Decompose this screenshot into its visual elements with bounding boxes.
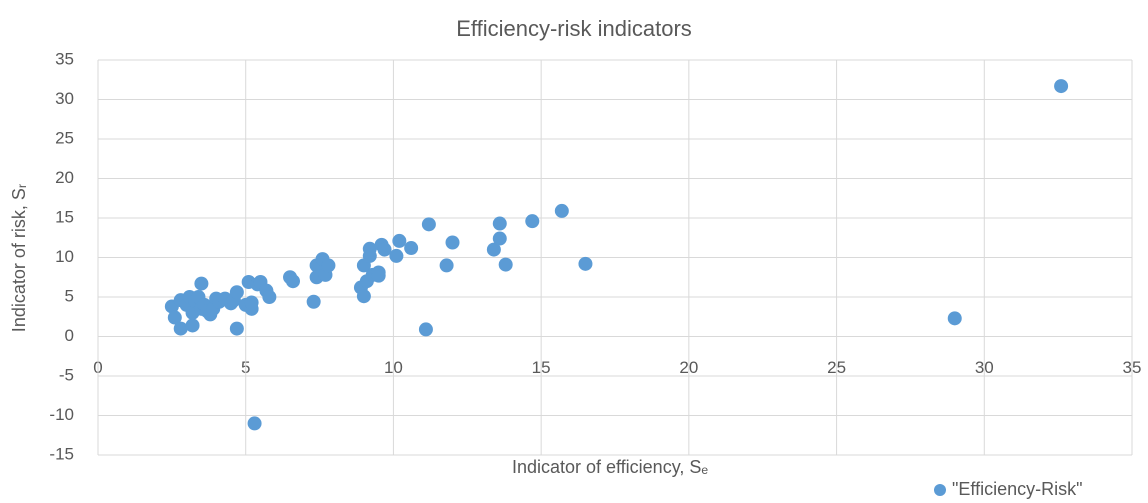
point [262, 290, 277, 304]
point [389, 248, 404, 263]
x-axis-title: Indicator of efficiency, Sₑ [512, 457, 708, 477]
point [356, 289, 371, 304]
point [947, 311, 962, 326]
y-axis-title: Indicator of risk, Sᵣ [9, 184, 29, 332]
point [525, 214, 540, 229]
point [439, 258, 454, 273]
y-tick-label: -15 [49, 444, 74, 463]
point [445, 235, 460, 250]
y-tick-label: 30 [55, 89, 74, 108]
y-tick-label: -10 [49, 405, 74, 424]
point [418, 322, 433, 337]
y-tick-label: -5 [59, 365, 74, 384]
point [247, 416, 262, 431]
point [229, 321, 244, 336]
point [194, 276, 209, 291]
chart-title: Efficiency-risk indicators [456, 16, 692, 41]
point [321, 258, 336, 273]
point [486, 242, 501, 257]
y-tick-label: 0 [65, 326, 74, 345]
point [185, 318, 200, 333]
point [404, 241, 419, 256]
point [173, 321, 188, 336]
point [362, 248, 377, 263]
point [306, 294, 321, 309]
y-tick-label: 25 [55, 128, 74, 147]
point [392, 233, 407, 248]
point [1054, 79, 1069, 94]
point [578, 256, 593, 271]
y-tick-label: 35 [55, 49, 74, 68]
point [229, 285, 244, 300]
point [371, 268, 386, 283]
y-tick-label: 10 [55, 247, 74, 266]
y-tick-label: 5 [65, 286, 74, 305]
y-tick-label: 20 [55, 168, 74, 187]
legend-marker [934, 484, 946, 496]
point [554, 203, 569, 218]
legend-label: "Efficiency-Risk" [952, 479, 1082, 499]
y-tick-label: 15 [55, 207, 74, 226]
point [492, 216, 507, 231]
point [492, 231, 507, 246]
point [244, 295, 259, 310]
point [498, 257, 513, 272]
point [167, 310, 182, 325]
point [377, 242, 392, 257]
point [285, 274, 300, 289]
point [421, 217, 436, 232]
